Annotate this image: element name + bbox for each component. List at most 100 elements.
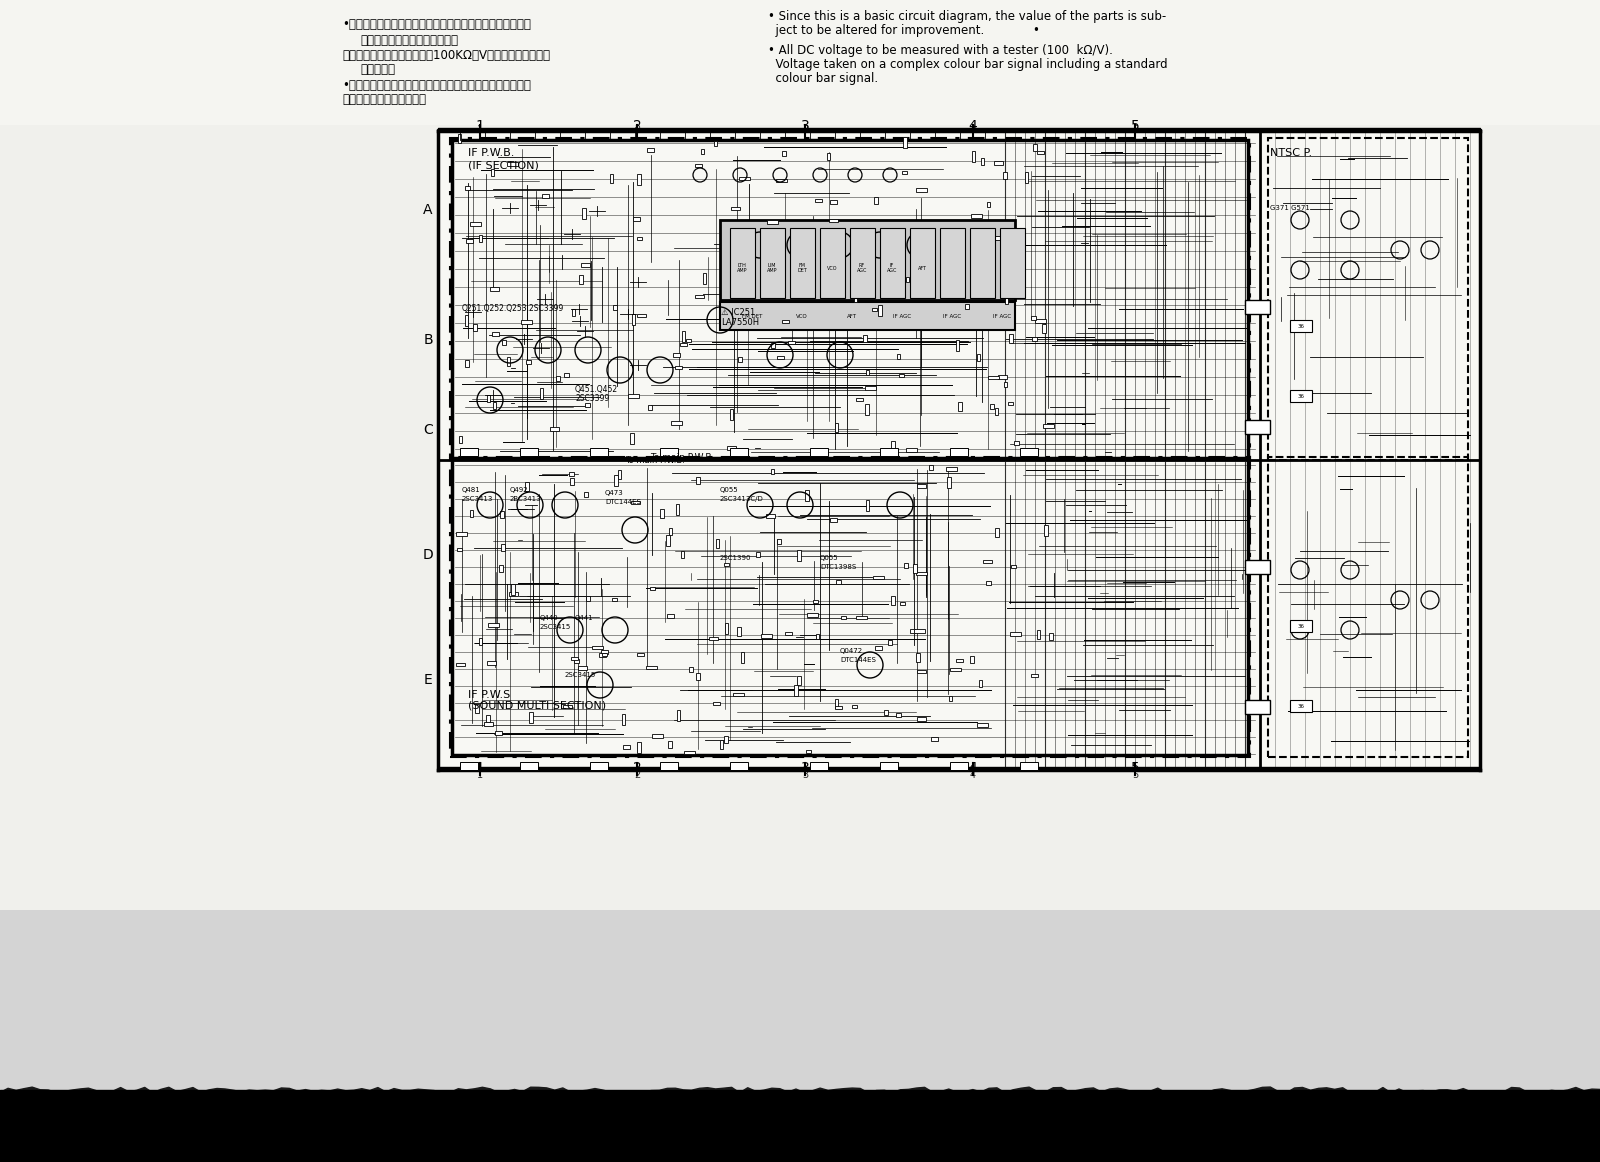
Bar bbox=[782, 321, 789, 323]
Bar bbox=[464, 360, 469, 367]
Bar bbox=[878, 306, 882, 316]
Bar bbox=[677, 504, 680, 516]
Bar bbox=[902, 172, 907, 174]
Bar bbox=[661, 509, 664, 518]
Bar bbox=[874, 576, 885, 579]
Bar bbox=[957, 659, 963, 662]
Bar bbox=[1030, 316, 1037, 320]
Bar bbox=[731, 207, 739, 209]
Bar bbox=[994, 162, 1003, 165]
Bar bbox=[891, 596, 894, 605]
Bar bbox=[1034, 144, 1037, 151]
Bar bbox=[784, 632, 792, 636]
Bar bbox=[686, 339, 691, 343]
Text: 36: 36 bbox=[1298, 703, 1304, 709]
Text: • Since this is a basic circuit diagram, the value of the parts is sub-: • Since this is a basic circuit diagram,… bbox=[768, 10, 1166, 23]
Bar bbox=[979, 680, 982, 687]
Bar bbox=[586, 403, 590, 407]
Text: 3: 3 bbox=[800, 119, 810, 132]
Bar bbox=[502, 339, 506, 345]
Bar bbox=[456, 662, 464, 666]
Bar bbox=[1003, 172, 1006, 179]
Bar bbox=[632, 314, 635, 324]
Text: Q481: Q481 bbox=[462, 487, 480, 493]
Bar bbox=[965, 304, 970, 309]
Text: 5: 5 bbox=[1131, 770, 1138, 780]
Text: 4: 4 bbox=[968, 761, 978, 775]
Text: (IF SECTION): (IF SECTION) bbox=[467, 160, 539, 170]
Bar bbox=[720, 739, 723, 748]
Bar bbox=[806, 751, 811, 753]
Bar bbox=[1267, 138, 1469, 460]
Text: DTC144ES: DTC144ES bbox=[605, 498, 642, 505]
Bar bbox=[725, 562, 730, 566]
Bar bbox=[624, 745, 630, 749]
Bar bbox=[866, 370, 869, 374]
Bar bbox=[456, 532, 467, 536]
Bar bbox=[646, 666, 658, 669]
Bar bbox=[598, 653, 605, 657]
Bar bbox=[738, 357, 741, 361]
Bar bbox=[1037, 151, 1043, 153]
Bar bbox=[650, 588, 654, 590]
Text: Q492: Q492 bbox=[510, 487, 528, 493]
Text: Q0472: Q0472 bbox=[840, 648, 862, 654]
Bar bbox=[797, 676, 802, 686]
Bar bbox=[950, 668, 962, 672]
Bar bbox=[499, 566, 502, 573]
Bar bbox=[1035, 320, 1045, 323]
Bar bbox=[450, 138, 1250, 460]
Bar bbox=[683, 751, 694, 754]
Text: 1: 1 bbox=[477, 125, 483, 135]
Bar bbox=[914, 629, 925, 633]
Bar bbox=[1042, 324, 1045, 333]
Bar bbox=[648, 406, 653, 410]
Text: Q055: Q055 bbox=[720, 487, 739, 493]
Text: 3: 3 bbox=[800, 761, 810, 775]
Text: D: D bbox=[422, 548, 434, 562]
Text: B: B bbox=[422, 333, 434, 347]
Bar bbox=[853, 705, 858, 709]
Text: 2: 2 bbox=[634, 125, 640, 135]
Bar bbox=[851, 249, 854, 253]
Bar bbox=[928, 466, 933, 471]
Bar bbox=[736, 627, 741, 636]
Text: 4: 4 bbox=[970, 125, 976, 135]
Bar bbox=[998, 375, 1008, 379]
Bar bbox=[459, 436, 462, 443]
Bar bbox=[891, 442, 894, 449]
Text: 3: 3 bbox=[802, 125, 808, 135]
Bar bbox=[982, 560, 992, 564]
Bar bbox=[866, 404, 869, 415]
Bar bbox=[875, 646, 882, 650]
Bar bbox=[530, 712, 533, 723]
Bar bbox=[461, 449, 478, 456]
Bar bbox=[579, 274, 584, 284]
Bar bbox=[931, 737, 938, 740]
Bar bbox=[910, 228, 934, 297]
Bar bbox=[501, 544, 506, 551]
Bar bbox=[571, 657, 579, 660]
Bar bbox=[637, 653, 643, 657]
Text: A: A bbox=[424, 203, 432, 217]
Bar bbox=[790, 228, 814, 297]
Text: DTC144ES: DTC144ES bbox=[840, 657, 875, 664]
Bar bbox=[971, 214, 982, 218]
Bar bbox=[835, 698, 838, 708]
Bar bbox=[813, 600, 818, 603]
Bar bbox=[874, 196, 878, 203]
Bar bbox=[674, 353, 680, 357]
Text: Q441: Q441 bbox=[574, 615, 594, 621]
Bar bbox=[995, 528, 998, 537]
Bar bbox=[474, 324, 477, 331]
Bar bbox=[486, 716, 490, 723]
Bar bbox=[581, 263, 590, 266]
Bar bbox=[950, 449, 968, 456]
Bar bbox=[584, 492, 587, 497]
Bar bbox=[739, 177, 750, 180]
Text: colour bar signal.: colour bar signal. bbox=[768, 72, 878, 85]
Text: ⚠ IC251: ⚠ IC251 bbox=[722, 308, 755, 317]
Text: 2BC3413: 2BC3413 bbox=[510, 496, 542, 502]
Text: AFT: AFT bbox=[846, 314, 858, 318]
Text: 1: 1 bbox=[475, 761, 485, 775]
